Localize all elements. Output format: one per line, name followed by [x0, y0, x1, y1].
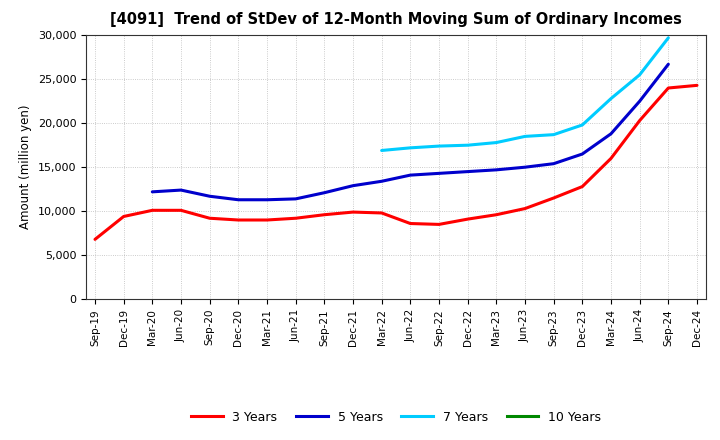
Title: [4091]  Trend of StDev of 12-Month Moving Sum of Ordinary Incomes: [4091] Trend of StDev of 12-Month Moving… [110, 12, 682, 27]
Y-axis label: Amount (million yen): Amount (million yen) [19, 105, 32, 229]
Legend: 3 Years, 5 Years, 7 Years, 10 Years: 3 Years, 5 Years, 7 Years, 10 Years [186, 406, 606, 429]
